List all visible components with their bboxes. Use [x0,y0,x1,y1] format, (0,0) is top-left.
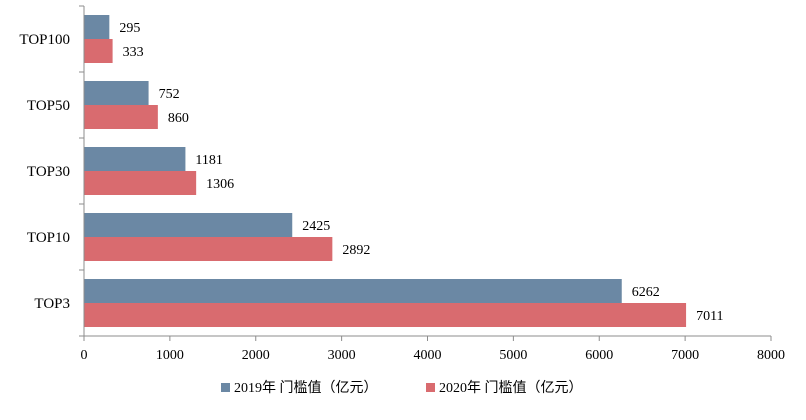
x-tick-label-7000: 7000 [671,348,699,363]
category-label-top3: TOP3 [34,296,70,312]
x-tick-label-3000: 3000 [328,348,356,363]
bar-top30-series-2 [84,171,197,195]
data-label-top30-series-2: 1306 [206,177,234,192]
legend-swatch-series-1 [221,383,230,392]
bar-top3-series-2 [84,303,687,327]
bar-top50-series-1 [84,81,149,105]
legend-swatch-series-2 [426,383,435,392]
category-label-top10: TOP10 [27,230,70,246]
legend-label-series-2: 2020年 门槛值（亿元） [439,380,583,396]
category-label-top100: TOP100 [19,32,70,48]
x-tick-label-0: 0 [81,348,88,363]
bar-top3-series-1 [84,279,622,303]
x-tick-label-6000: 6000 [585,348,613,363]
category-label-top30: TOP30 [27,164,70,180]
bar-top100-series-1 [84,15,110,39]
bar-top30-series-1 [84,147,186,171]
bars-layer [84,15,687,327]
data-label-top10-series-2: 2892 [342,243,370,258]
data-label-top50-series-2: 860 [168,111,189,126]
data-label-top10-series-1: 2425 [302,219,330,234]
x-tick-label-4000: 4000 [414,348,442,363]
data-label-top100-series-1: 295 [119,21,140,36]
x-tick-label-5000: 5000 [499,348,527,363]
category-label-top50: TOP50 [27,98,70,114]
bar-top100-series-2 [84,39,113,63]
data-label-top3-series-1: 6262 [632,285,660,300]
data-label-top100-series-2: 333 [123,45,144,60]
x-tick-label-8000: 8000 [757,348,785,363]
data-label-top3-series-2: 7011 [696,309,723,324]
x-tick-label-1000: 1000 [156,348,184,363]
labels-layer: 295333TOP100752860TOP5011811306TOP302425… [19,21,785,363]
data-label-top50-series-1: 752 [159,87,180,102]
x-tick-label-2000: 2000 [242,348,270,363]
data-label-top30-series-1: 1181 [195,153,222,168]
legend-label-series-1: 2019年 门槛值（亿元） [234,380,378,396]
axes-layer [79,5,772,341]
bar-top10-series-2 [84,237,333,261]
bar-top10-series-1 [84,213,293,237]
legend: 2019年 门槛值（亿元） 2020年 门槛值（亿元） [221,380,583,396]
bar-top50-series-2 [84,105,158,129]
